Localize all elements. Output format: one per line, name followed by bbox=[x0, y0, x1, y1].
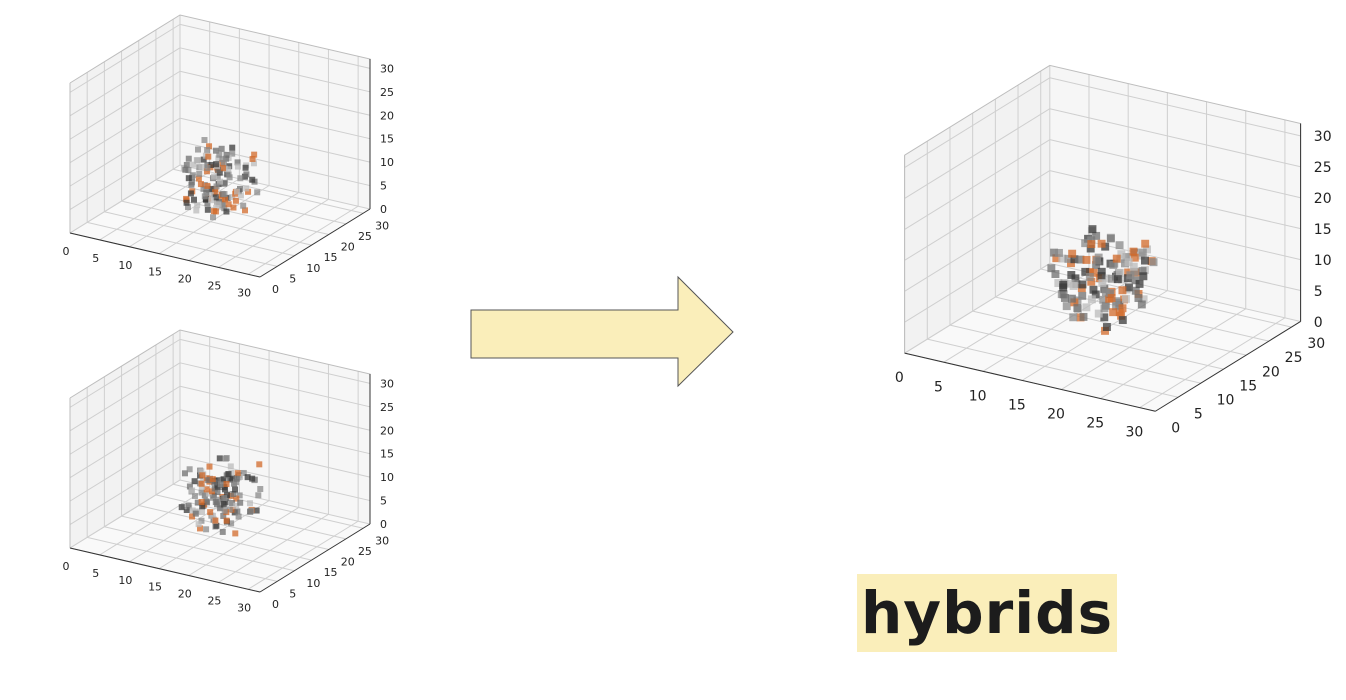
z-tick-label: 15 bbox=[380, 448, 394, 461]
z-tick-label: 10 bbox=[380, 156, 394, 169]
x-tick-label: 0 bbox=[63, 245, 70, 258]
x-tick-label: 5 bbox=[92, 252, 99, 265]
z-tick-label: 20 bbox=[380, 424, 394, 437]
y-tick-label: 15 bbox=[324, 566, 338, 579]
z-tick-label: 0 bbox=[1314, 315, 1323, 331]
x-tick-label: 25 bbox=[207, 594, 221, 607]
y-tick-label: 25 bbox=[1285, 350, 1303, 366]
x-tick-label: 15 bbox=[148, 581, 162, 594]
voxel-object bbox=[180, 137, 261, 221]
x-tick-label: 25 bbox=[1086, 416, 1104, 432]
y-tick-label: 30 bbox=[375, 534, 389, 547]
z-tick-label: 15 bbox=[1314, 222, 1332, 238]
z-tick-label: 10 bbox=[380, 471, 394, 484]
z-tick-label: 5 bbox=[380, 180, 387, 193]
z-tick-label: 25 bbox=[1314, 160, 1332, 176]
z-tick-label: 20 bbox=[380, 109, 394, 122]
x-tick-label: 15 bbox=[1008, 397, 1026, 413]
z-tick-label: 5 bbox=[1314, 284, 1323, 300]
y-tick-label: 30 bbox=[375, 219, 389, 232]
z-tick-label: 15 bbox=[380, 133, 394, 146]
y-tick-label: 10 bbox=[1217, 392, 1235, 408]
hybrids-label: hybrids bbox=[857, 574, 1118, 652]
z-tick-label: 20 bbox=[1314, 191, 1332, 207]
x-tick-label: 5 bbox=[934, 379, 943, 395]
y-tick-label: 5 bbox=[1194, 406, 1203, 422]
x-tick-label: 0 bbox=[63, 560, 70, 573]
arrow-right-icon bbox=[470, 275, 734, 388]
x-tick-label: 20 bbox=[178, 588, 192, 601]
x-tick-label: 15 bbox=[148, 266, 162, 279]
x-tick-label: 30 bbox=[237, 601, 251, 614]
y-tick-label: 25 bbox=[358, 230, 372, 243]
x-tick-label: 5 bbox=[92, 567, 99, 580]
z-tick-label: 10 bbox=[1314, 253, 1332, 269]
x-tick-label: 30 bbox=[1126, 425, 1144, 441]
y-tick-label: 15 bbox=[324, 251, 338, 264]
z-tick-label: 25 bbox=[380, 401, 394, 414]
x-tick-label: 10 bbox=[969, 388, 987, 404]
z-tick-label: 5 bbox=[380, 495, 387, 508]
y-tick-label: 10 bbox=[306, 262, 320, 275]
x-tick-label: 25 bbox=[207, 279, 221, 292]
x-tick-label: 20 bbox=[1047, 407, 1065, 423]
z-tick-label: 25 bbox=[380, 86, 394, 99]
y-tick-label: 5 bbox=[289, 587, 296, 600]
y-tick-label: 30 bbox=[1307, 336, 1325, 352]
x-tick-label: 10 bbox=[118, 259, 132, 272]
y-tick-label: 20 bbox=[341, 241, 355, 254]
z-tick-label: 0 bbox=[380, 518, 387, 531]
voxel-object bbox=[178, 455, 264, 537]
x-tick-label: 20 bbox=[178, 273, 192, 286]
x-tick-label: 10 bbox=[118, 574, 132, 587]
y-tick-label: 5 bbox=[289, 272, 296, 285]
x-tick-label: 0 bbox=[895, 370, 904, 386]
z-tick-label: 30 bbox=[380, 62, 394, 75]
hybrid-output-plot: 0 5 10 15 20 25 30 0 5 10 15 20 25 30 0 5 10 15 20 25 30 bbox=[865, 64, 1335, 441]
input-plot-bottom: 0 5 10 15 20 25 30 0 5 10 15 20 25 30 0 5 10 15 20 25 30 bbox=[40, 329, 394, 625]
y-tick-label: 0 bbox=[1171, 420, 1180, 436]
y-tick-label: 25 bbox=[358, 545, 372, 558]
y-tick-label: 10 bbox=[306, 577, 320, 590]
voxel-object bbox=[1047, 225, 1158, 335]
y-tick-label: 0 bbox=[272, 598, 279, 611]
z-tick-label: 0 bbox=[380, 203, 387, 216]
z-tick-label: 30 bbox=[1314, 129, 1332, 145]
y-tick-label: 0 bbox=[272, 283, 279, 296]
z-tick-label: 30 bbox=[380, 377, 394, 390]
input-plot-top: 0 5 10 15 20 25 30 0 5 10 15 20 25 30 0 5 10 15 20 25 30 bbox=[40, 14, 394, 310]
y-tick-label: 20 bbox=[1262, 364, 1280, 380]
y-tick-label: 15 bbox=[1239, 378, 1257, 394]
y-tick-label: 20 bbox=[341, 556, 355, 569]
x-tick-label: 30 bbox=[237, 286, 251, 299]
